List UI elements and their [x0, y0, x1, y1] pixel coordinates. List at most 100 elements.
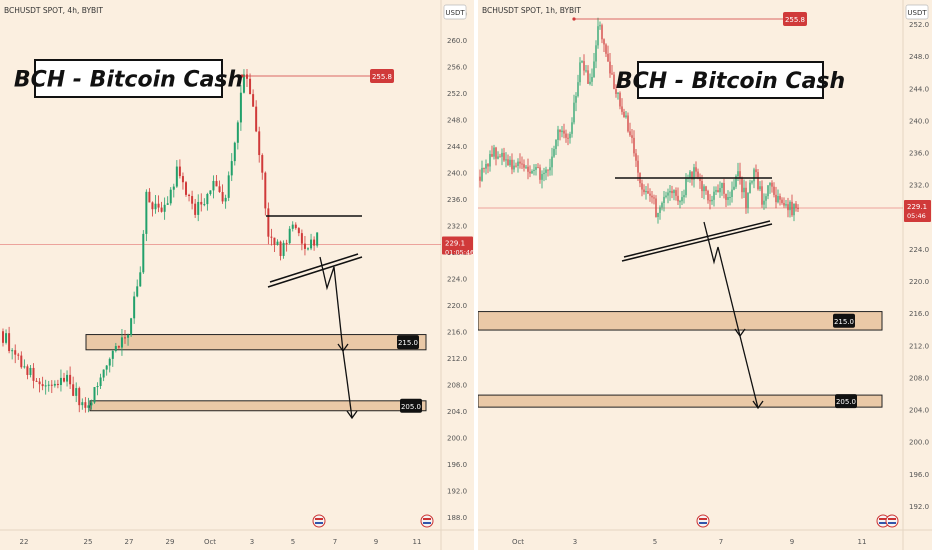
candle-body [479, 176, 481, 181]
candle-body [288, 228, 291, 244]
candle-body [487, 164, 489, 167]
candle-body [601, 25, 603, 40]
candle-body [493, 147, 495, 157]
candle-body [731, 189, 733, 198]
level-label-box [400, 398, 422, 413]
candle-body [215, 180, 218, 187]
candle-body [697, 171, 699, 178]
candle-body [267, 208, 270, 237]
candle-body [761, 186, 763, 205]
y-tick-label: 224.0 [909, 246, 929, 254]
candle-body [166, 203, 169, 205]
candle-body [747, 192, 749, 208]
x-tick-label: 9 [374, 538, 378, 546]
y-tick-label: 208.0 [447, 381, 467, 389]
candle-body [643, 189, 645, 193]
candle-body [130, 318, 133, 336]
support-zone-205.0 [477, 394, 883, 408]
candle-body [759, 186, 761, 190]
candle-body [273, 237, 276, 245]
candle-body [657, 212, 659, 217]
candle-body [505, 159, 507, 161]
event-flag-icon [885, 514, 899, 528]
x-tick-label: 11 [413, 538, 422, 546]
candle-body [114, 346, 117, 351]
candle-body [489, 154, 491, 167]
candle-body [797, 207, 799, 210]
candle-body [291, 224, 294, 229]
level-label-box [397, 335, 419, 350]
level-label: 215.0 [834, 318, 854, 326]
candle-body [777, 196, 779, 203]
level-label-box [835, 394, 857, 409]
candle-body [749, 182, 751, 193]
y-tick-label: 224.0 [447, 275, 467, 283]
candle-body [523, 164, 525, 168]
panel-divider [474, 0, 478, 550]
candle-body [154, 203, 157, 210]
flag-icon-stripe [888, 518, 896, 520]
current-price-label: 229.1 [907, 203, 927, 211]
candle-body [779, 196, 781, 200]
candle-body [713, 191, 715, 200]
candle-body [673, 190, 675, 194]
candle-body [509, 159, 511, 166]
candle-body [661, 203, 663, 208]
trendline [621, 223, 773, 262]
candle-body [771, 182, 773, 187]
high-marker-dot [240, 74, 244, 78]
x-tick-label: 5 [291, 538, 295, 546]
candle-body [535, 167, 537, 170]
candle-body [619, 92, 621, 107]
y-tick-label: 196.0 [447, 461, 467, 469]
candle-body [577, 82, 579, 97]
candle-body [545, 169, 547, 173]
x-tick-label: 11 [858, 538, 867, 546]
candle-body [142, 233, 145, 273]
candle-body [17, 354, 20, 356]
candle-body [529, 171, 531, 174]
level-label: 205.0 [836, 398, 856, 406]
y-tick-label: 216.0 [447, 328, 467, 336]
candle-body [258, 131, 261, 156]
candle-body [767, 185, 769, 197]
y-tick-label: 260.0 [447, 37, 467, 45]
candle-body [621, 106, 623, 112]
y-tick-label: 212.0 [447, 355, 467, 363]
candle-body [671, 190, 673, 194]
candle-body [741, 178, 743, 193]
candle-body [547, 169, 549, 171]
x-tick-label: 22 [20, 538, 29, 546]
candle-body [78, 388, 81, 406]
candle-body [769, 182, 771, 186]
candle-body [23, 366, 26, 368]
candle-body [206, 193, 209, 205]
candle-body [499, 156, 501, 158]
y-tick-label: 192.0 [447, 487, 467, 495]
candle-body [491, 154, 493, 157]
candle-body [729, 197, 731, 199]
x-tick-label: 7 [333, 538, 337, 546]
title-box [34, 59, 223, 98]
candle-body [124, 337, 126, 339]
flag-icon-stripe [315, 522, 323, 524]
y-tick-label: 208.0 [909, 374, 929, 382]
candle-body [102, 369, 105, 378]
candle-body [53, 383, 56, 386]
high-label-box [370, 69, 394, 83]
candle-body [733, 186, 735, 190]
candle-body [753, 169, 755, 182]
candle-body [725, 193, 727, 200]
candle-body [221, 191, 224, 202]
x-tick-label: Oct [204, 538, 216, 546]
x-tick-label: Oct [512, 538, 524, 546]
candle-body [160, 207, 163, 212]
candle-body [246, 74, 248, 79]
symbol-label: BCHUSDT SPOT, 1h, BYBIT [482, 6, 581, 15]
y-tick-label: 204.0 [909, 407, 929, 415]
candle-body [609, 61, 611, 74]
candle-body [261, 155, 264, 173]
candle-body [531, 170, 533, 174]
flag-icon-stripe [888, 522, 896, 524]
candle-body [93, 387, 96, 403]
